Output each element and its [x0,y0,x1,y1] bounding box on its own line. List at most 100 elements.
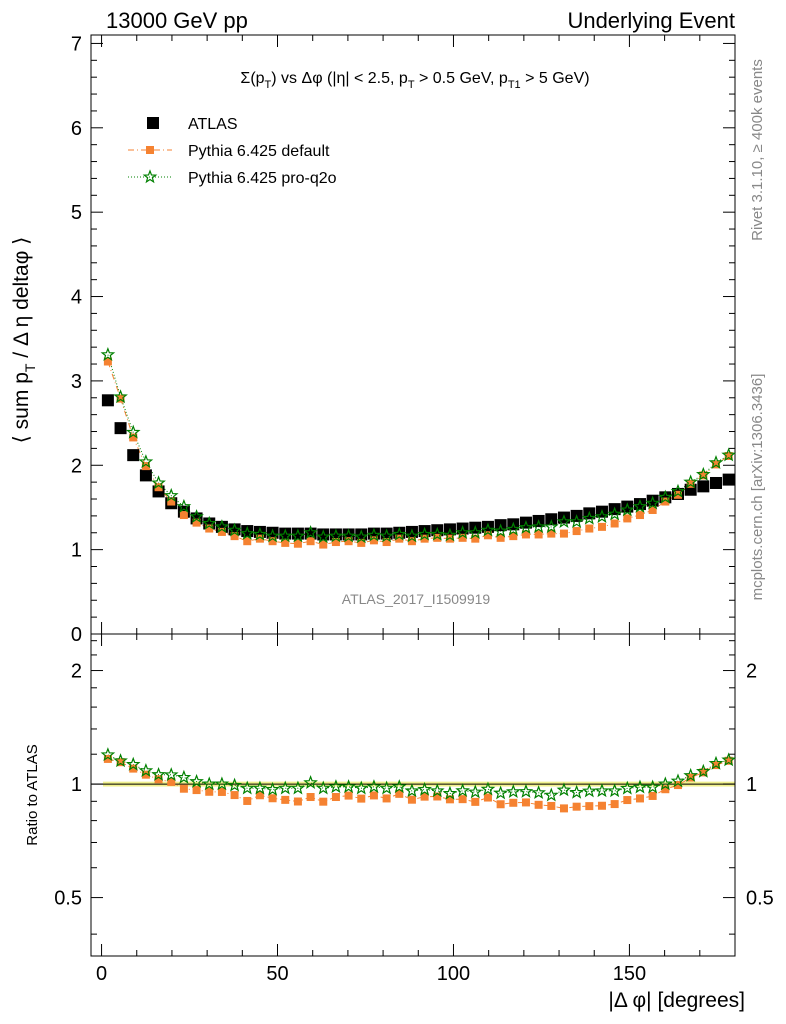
ratio-pythia-default-point [661,785,670,794]
pythia-proq2o-point [379,528,394,543]
pythia-default-point [243,537,252,546]
ratio-pythia-default-point [597,801,606,810]
ratio-pythia-default-point [319,797,328,806]
ratio-pythia-default-point [585,802,594,811]
ratio-pythia-proq2o-point [683,767,698,782]
ratio-pythia-proq2o-point [455,783,470,797]
pythia-default-point [141,462,150,471]
pythia-proq2o-point [467,525,483,539]
pythia-default-point [306,537,315,546]
pythia-default-point [293,539,302,548]
watermark: ATLAS_2017_I1509919 [342,591,491,607]
ratio-pythia-proq2o-point [417,781,432,796]
legend-label-atlas: ATLAS [188,116,238,133]
pythia-proq2o-point [442,527,458,542]
atlas-point [709,476,722,489]
legend-entry-atlas: ATLAS [147,116,238,133]
x-tick-label: 150 [613,963,646,985]
pythia-default-point [610,519,619,528]
pythia-default-point [331,538,340,547]
pythia-proq2o-point [417,526,432,541]
ratio-line-pythia-proq2o [107,754,729,796]
ratio-pythia-default-point [420,792,429,801]
pythia-default-point [699,471,708,480]
ratio-pythia-proq2o-point [214,776,230,791]
ratio-pythia-proq2o-point [429,783,445,798]
ratio-pythia-default-point [116,758,125,767]
ratio-pythia-default-point [103,754,112,763]
pythia-proq2o-point [581,510,597,525]
pythia-default-point [103,357,112,366]
atlas-point [139,469,152,482]
ratio-pythia-proq2o-point [353,780,369,795]
ratio-pythia-default-point [572,802,581,811]
pythia-default-point [711,460,720,469]
ratio-pythia-default-point [521,798,530,807]
ratio-pythia-proq2o-point [290,780,306,795]
atlas-point [456,522,469,535]
main-y-tick-label: 6 [71,118,82,140]
pythia-proq2o-point [303,525,318,539]
pythia-default-point [585,524,594,533]
pythia-proq2o-point [138,454,154,469]
ratio-pythia-proq2o-point [721,752,736,767]
ratio-pythia-default-point [711,761,720,770]
ratio-pythia-proq2o-point [442,785,458,800]
main-series [100,347,736,549]
pythia-proq2o-point [328,528,344,543]
pythia-default-point [382,538,391,547]
ratio-pythia-default-point [433,792,442,801]
ratio-plot-panel: 0.5 0.5 1 1 2 2 0 50 100 150 Ratio to ATLAS |Δ φ… [24,633,774,1012]
pythia-default-point [597,522,606,531]
pythia-proq2o-point [721,447,736,462]
ratio-pythia-proq2o-point [239,780,255,795]
main-y-tick-label: 0 [71,624,82,646]
ratio-pythia-default-point [648,791,657,800]
pythia-proq2o-point [277,528,293,543]
atlas-point [405,525,418,538]
legend-marker-pythia-default [146,146,154,154]
pythia-proq2o-point [265,528,280,543]
pythia-default-point [407,537,416,546]
pythia-proq2o-point [366,527,382,542]
pythia-proq2o-point [176,498,192,513]
ratio-pythia-proq2o-point [594,783,610,798]
ratio-pythia-proq2o-point [695,763,711,778]
ratio-pythia-proq2o-point [543,787,559,802]
pythia-default-point [534,530,543,539]
pythia-default-point [344,537,353,546]
pythia-default-point [255,534,264,543]
ratio-pythia-proq2o-point [151,766,166,781]
pythia-proq2o-point [543,519,559,534]
ratio-pythia-proq2o-point [227,777,242,792]
ratio-pythia-proq2o-point [467,784,483,799]
mcplots-label: mcplots.cern.ch [arXiv:1306.3436] [749,374,766,601]
ratio-pythia-default-point [395,789,404,798]
ratio-pythia-default-point [357,794,366,803]
pythia-proq2o-point [455,525,470,539]
pythia-default-point [661,497,670,506]
pythia-proq2o-point [429,526,445,541]
atlas-point [114,422,127,435]
ratio-pythia-default-point [281,795,290,804]
ratio-x-ticks [101,634,736,956]
ratio-pythia-proq2o-point [645,779,660,794]
pythia-proq2o-point [113,389,128,404]
ratio-pythia-proq2o-point [607,783,622,798]
header-right: Underlying Event [567,8,735,33]
legend-label-pythia-proq2o: Pythia 6.425 pro-q2o [188,170,337,187]
pythia-proq2o-point [252,526,268,541]
pythia-default-point [154,483,163,492]
ratio-pythia-proq2o-point [163,767,179,782]
ratio-pythia-default-point [268,794,277,803]
ratio-pythia-default-point [407,795,416,804]
ratio-y-tick-label-right: 2 [746,661,757,683]
x-tick-label: 100 [437,963,470,985]
ratio-pythia-default-point [382,794,391,803]
ratio-pythia-proq2o-point [366,779,382,794]
ratio-pythia-proq2o-point [708,755,724,770]
pythia-proq2o-point [619,502,635,517]
ratio-pythia-default-point [255,791,264,800]
ratio-pythia-default-point [559,804,568,813]
pythia-proq2o-point [353,529,369,544]
